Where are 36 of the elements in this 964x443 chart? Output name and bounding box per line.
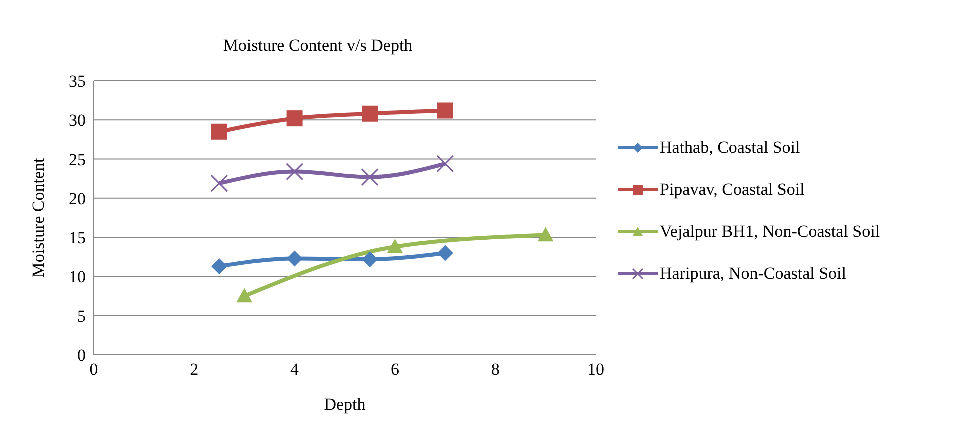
point [286,250,303,267]
point [538,227,554,242]
point [437,102,454,119]
x-tick-label: 6 [390,360,400,380]
chart-title: Moisture Content v/s Depth [222,36,414,56]
y-tick-label: 25 [69,150,86,170]
point [362,251,378,268]
y-tick-label: 30 [69,111,86,130]
point [362,106,378,122]
point [212,258,228,275]
point [212,124,228,140]
x-tick-label: 0 [90,360,98,380]
legend-label: Haripura, Non-Coastal Soil [660,264,848,284]
point [387,238,404,254]
y-tick-label: 20 [69,189,86,208]
point [210,174,228,192]
y-tick-label: 0 [78,346,86,366]
legend-label: Hathab, Coastal Soil [660,138,802,158]
y-tick-label: 5 [78,306,86,326]
point [286,163,304,181]
x-axis-title: Depth [324,395,366,414]
y-axis-title: Moisture Content [29,158,48,278]
point [236,288,253,303]
legend-label: Pipavav, Coastal Soil [660,180,806,200]
point [361,168,379,186]
y-tick-label: 15 [69,228,86,248]
x-tick-label: 10 [588,360,604,380]
x-tick-label: 8 [491,360,500,380]
y-tick-label: 35 [69,72,86,92]
y-tick-label: 10 [69,268,86,287]
x-tick-label: 4 [290,360,300,380]
point [286,110,303,127]
point [436,155,454,173]
legend-label: Vejalpur BH1, Non-Coastal Soil [660,222,882,242]
x-tick-label: 2 [190,360,199,380]
point [437,245,454,262]
